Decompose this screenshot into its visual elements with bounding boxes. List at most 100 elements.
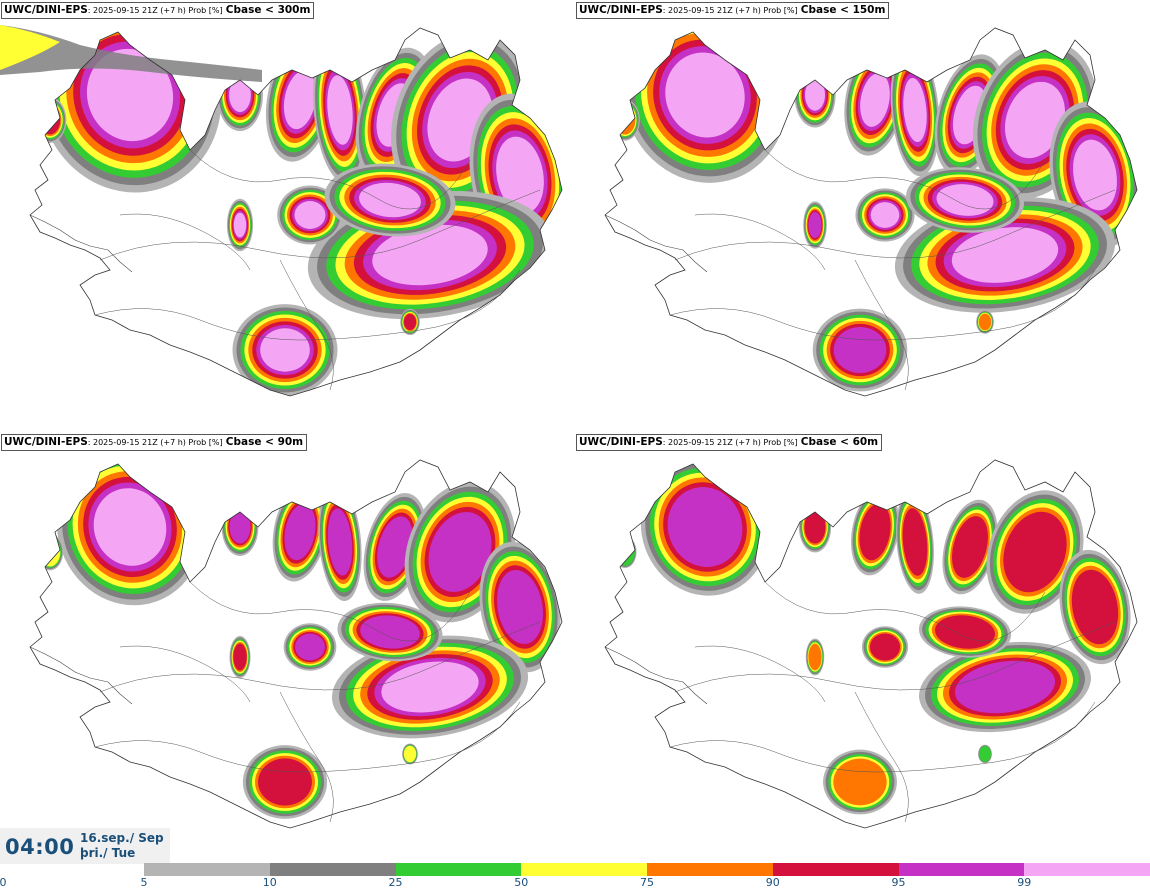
probability-area (859, 503, 891, 561)
probability-area (258, 758, 312, 806)
road-line (694, 213, 826, 271)
probability-area (260, 328, 310, 372)
field-name: Cbase < 60m (800, 436, 879, 448)
probability-area (327, 75, 353, 145)
coastline (29, 27, 563, 397)
probability-shading (610, 28, 1137, 392)
probability-area (403, 313, 417, 331)
probability-area (902, 508, 928, 576)
probability-area-sea (0, 25, 60, 70)
colorbar-segment (395, 863, 522, 876)
coastline (604, 459, 1138, 829)
road-line (674, 189, 1116, 261)
road-line (669, 701, 1096, 773)
probability-area (860, 73, 890, 127)
probability-area (805, 79, 825, 111)
colorbar-segment (144, 863, 271, 876)
model-name: UWC/DINI-EPS (4, 4, 88, 16)
probability-area (936, 184, 994, 216)
probability-area (295, 633, 325, 661)
road-line (764, 149, 1046, 210)
map-panel-4: UWC/DINI-EPS: 2025-09-15 21Z (+7 h) Prob… (575, 432, 1150, 862)
valid-time-box: 04:00 16.sep./ Sep þri./ Tue (0, 828, 170, 864)
probability-area (934, 615, 996, 649)
road-line (94, 269, 521, 341)
region-border (29, 214, 133, 273)
probability-area (294, 201, 326, 229)
probability-area (954, 660, 1056, 714)
road-line (854, 259, 909, 391)
colorbar-segment (1024, 863, 1150, 876)
road-line (279, 259, 334, 391)
colorbar-tick-label: 25 (388, 876, 403, 889)
field-name: Cbase < 90m (225, 436, 304, 448)
road-line (119, 645, 251, 703)
colorbar-tick-label: 0 (0, 876, 7, 889)
coastline (29, 459, 563, 829)
probability-area (1003, 511, 1067, 593)
colorbar-segment (269, 863, 396, 876)
panel-title: UWC/DINI-EPS: 2025-09-15 21Z (+7 h) Prob… (1, 2, 315, 19)
probability-area (665, 52, 745, 138)
run-info: : 2025-09-15 21Z (+7 h) Prob [%] (662, 6, 798, 15)
probability-area (1004, 81, 1066, 159)
probability-area (428, 512, 492, 592)
coastline (604, 27, 1138, 397)
model-name: UWC/DINI-EPS (579, 436, 663, 448)
valid-date: 16.sep./ Sep þri./ Tue (80, 831, 164, 861)
panel-title: UWC/DINI-EPS: 2025-09-15 21Z (+7 h) Prob… (576, 2, 890, 19)
road-line (99, 189, 541, 261)
probability-area (979, 746, 991, 762)
probability-shading (613, 460, 1131, 815)
probability-area (233, 212, 247, 238)
probability-area (360, 615, 420, 649)
region-border (29, 646, 133, 705)
colorbar-tick-label: 5 (140, 876, 148, 889)
region-border (604, 646, 708, 705)
probability-area (808, 643, 822, 671)
road-line (189, 581, 471, 642)
road-line (94, 701, 521, 773)
model-name: UWC/DINI-EPS (579, 4, 663, 16)
panel-title: UWC/DINI-EPS: 2025-09-15 21Z (+7 h) Prob… (1, 434, 308, 451)
probability-area (496, 136, 544, 214)
panel-title: UWC/DINI-EPS: 2025-09-15 21Z (+7 h) Prob… (576, 434, 883, 451)
map-panel-1: UWC/DINI-EPS: 2025-09-15 21Z (+7 h) Prob… (0, 0, 575, 430)
probability-map (604, 27, 1138, 397)
probability-area (229, 77, 251, 113)
probability-area (870, 202, 900, 228)
road-line (854, 691, 909, 823)
probability-area (833, 326, 887, 374)
probability-area (381, 661, 479, 713)
probability-area (403, 745, 417, 763)
probability-area (283, 70, 317, 130)
run-info: : 2025-09-15 21Z (+7 h) Prob [%] (662, 438, 798, 447)
probability-area (951, 227, 1059, 283)
colorbar-tick-label: 90 (765, 876, 780, 889)
colorbar-tick-label: 95 (891, 876, 906, 889)
probability-map (29, 459, 563, 829)
probability-area (614, 105, 636, 135)
probability-map (604, 459, 1138, 829)
road-line (99, 621, 541, 693)
probability-map (0, 25, 563, 397)
probability-area (903, 77, 927, 143)
probability-area (372, 224, 488, 286)
colorbar-segment (898, 863, 1025, 876)
probability-area (808, 211, 822, 239)
region-border (604, 214, 708, 273)
road-line (764, 581, 1046, 642)
probability-colorbar (144, 863, 1150, 876)
field-name: Cbase < 150m (800, 4, 886, 16)
probability-area-sea (0, 25, 262, 82)
probability-area (869, 633, 901, 661)
probability-area (978, 313, 992, 331)
probability-area (377, 516, 413, 578)
probability-area (284, 503, 316, 561)
probability-area (667, 487, 743, 567)
colorbar-tick-label: 75 (640, 876, 654, 889)
valid-date-line1: 16.sep./ Sep (80, 831, 164, 845)
probability-area (93, 488, 167, 566)
probability-area (1073, 139, 1117, 211)
road-line (189, 149, 471, 210)
